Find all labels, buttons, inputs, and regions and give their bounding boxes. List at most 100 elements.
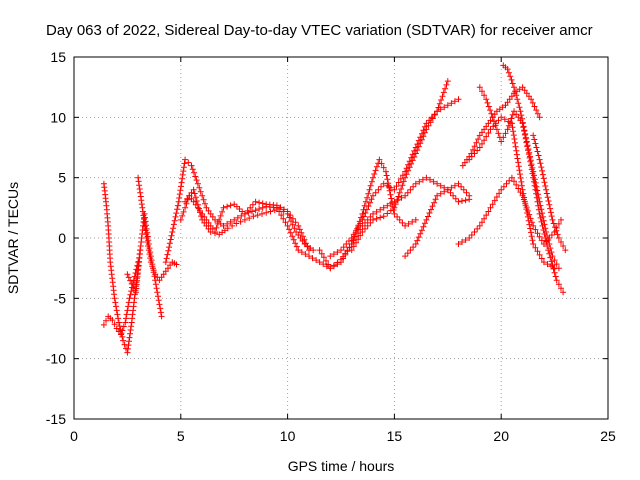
data-point bbox=[166, 244, 173, 251]
data-point bbox=[523, 138, 530, 145]
data-point bbox=[541, 179, 548, 186]
data-point bbox=[365, 203, 372, 210]
data-point bbox=[423, 174, 430, 181]
data-point bbox=[202, 200, 208, 207]
data-point bbox=[527, 215, 534, 222]
data-point bbox=[375, 186, 382, 193]
data-point bbox=[444, 102, 451, 109]
data-point bbox=[382, 168, 389, 175]
data-point bbox=[203, 204, 210, 211]
data-point bbox=[558, 239, 564, 245]
data-point bbox=[552, 224, 558, 231]
data-point bbox=[394, 213, 401, 220]
data-point bbox=[402, 174, 409, 181]
data-point bbox=[367, 213, 374, 220]
data-point bbox=[560, 243, 567, 249]
data-point bbox=[507, 119, 514, 126]
series-sat-e bbox=[162, 156, 473, 272]
data-point bbox=[147, 259, 154, 266]
data-point bbox=[342, 251, 349, 258]
data-point bbox=[548, 249, 555, 256]
data-point bbox=[435, 104, 442, 111]
data-point bbox=[493, 194, 500, 200]
data-point bbox=[540, 241, 547, 247]
data-point bbox=[538, 164, 545, 171]
data-point bbox=[471, 229, 478, 235]
data-point bbox=[534, 248, 541, 255]
series-sat-g bbox=[182, 186, 317, 254]
series-sat-d bbox=[135, 174, 180, 284]
data-point bbox=[475, 136, 482, 143]
data-point bbox=[378, 183, 384, 190]
y-tick-label: 0 bbox=[58, 230, 66, 246]
data-point bbox=[113, 303, 119, 310]
data-point bbox=[193, 198, 200, 204]
data-point bbox=[503, 180, 510, 187]
data-point bbox=[526, 211, 533, 218]
data-point bbox=[289, 233, 296, 240]
data-point bbox=[395, 179, 402, 186]
data-point bbox=[528, 96, 535, 103]
data-point bbox=[487, 107, 494, 114]
series-sat-h bbox=[316, 156, 419, 272]
data-point bbox=[392, 201, 399, 208]
data-point bbox=[546, 241, 553, 247]
data-point bbox=[462, 197, 469, 204]
data-point bbox=[534, 230, 541, 237]
data-point bbox=[153, 285, 160, 292]
data-point bbox=[562, 247, 569, 254]
data-point bbox=[398, 186, 405, 192]
data-point bbox=[518, 178, 525, 185]
data-point bbox=[545, 237, 552, 243]
data-point bbox=[111, 321, 118, 328]
data-point bbox=[553, 227, 560, 234]
data-point bbox=[414, 147, 421, 154]
y-axis-label: SDTVAR / TECUs bbox=[5, 182, 21, 294]
data-point bbox=[524, 142, 531, 149]
data-point bbox=[173, 261, 180, 268]
data-point bbox=[140, 212, 147, 219]
data-point bbox=[487, 204, 494, 211]
data-point bbox=[466, 196, 473, 203]
data-point bbox=[474, 147, 481, 154]
data-point bbox=[532, 244, 539, 251]
data-point bbox=[527, 157, 534, 164]
data-point bbox=[119, 327, 126, 334]
data-point bbox=[364, 194, 371, 201]
data-point bbox=[402, 192, 409, 199]
data-point bbox=[479, 219, 485, 226]
data-point bbox=[500, 134, 507, 141]
data-point bbox=[525, 146, 532, 152]
data-point bbox=[519, 115, 525, 122]
data-point bbox=[127, 291, 134, 298]
series-sat-p bbox=[530, 132, 569, 254]
data-point bbox=[412, 180, 419, 187]
data-point bbox=[205, 225, 212, 232]
data-point bbox=[404, 189, 411, 196]
data-point bbox=[220, 222, 227, 229]
data-point bbox=[125, 274, 132, 281]
data-point bbox=[415, 143, 422, 150]
data-point bbox=[384, 210, 391, 217]
data-point bbox=[537, 202, 544, 209]
data-point bbox=[423, 126, 430, 133]
data-point bbox=[177, 216, 184, 223]
data-point bbox=[507, 73, 514, 80]
data-point bbox=[362, 198, 369, 205]
data-point bbox=[514, 96, 521, 103]
data-point bbox=[181, 160, 188, 167]
data-point bbox=[484, 99, 491, 106]
data-point bbox=[491, 118, 498, 125]
data-point bbox=[466, 235, 473, 241]
data-point bbox=[391, 204, 398, 211]
grid-lines bbox=[74, 57, 608, 419]
data-point bbox=[182, 156, 189, 163]
data-point bbox=[421, 220, 428, 227]
data-point bbox=[348, 235, 355, 241]
data-point bbox=[387, 191, 394, 198]
data-point bbox=[416, 178, 423, 185]
data-point bbox=[489, 201, 496, 208]
data-point bbox=[256, 199, 263, 206]
data-point bbox=[528, 229, 534, 236]
x-axis-label: GPS time / hours bbox=[288, 458, 395, 474]
